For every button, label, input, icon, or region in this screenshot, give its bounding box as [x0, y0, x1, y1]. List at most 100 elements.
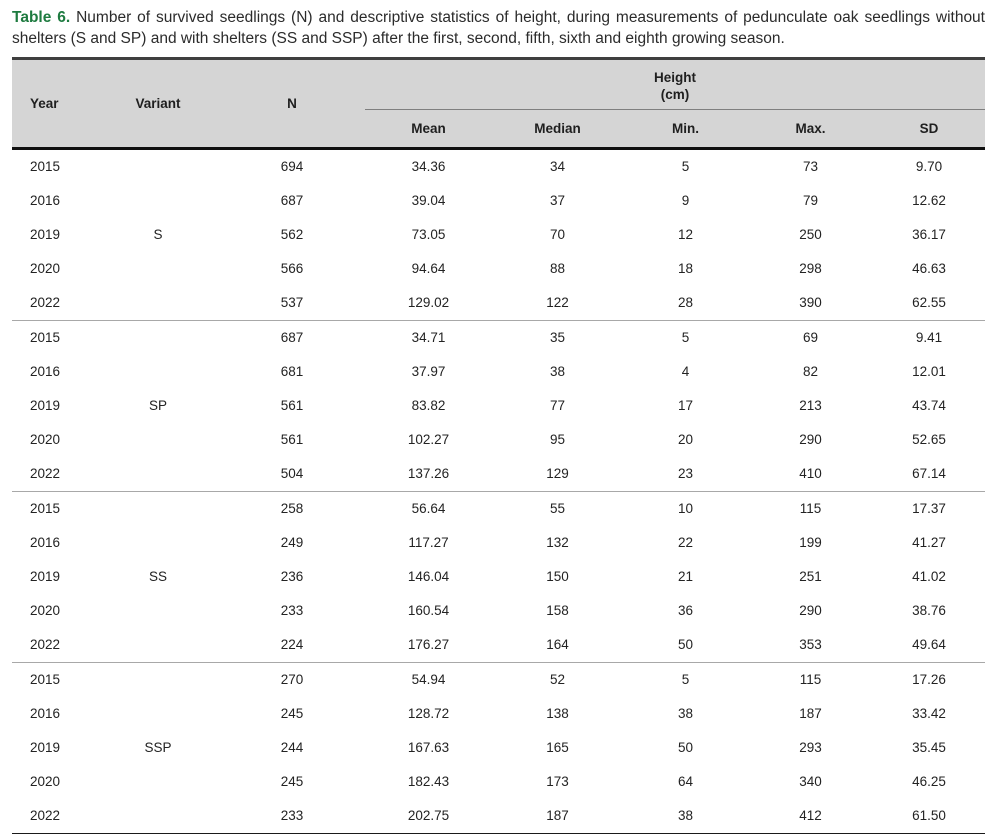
median-cell: 164 [546, 637, 569, 653]
median-cell: 55 [549, 501, 566, 517]
n-cell: 249 [280, 535, 304, 551]
max-cell: 213 [799, 398, 822, 414]
max-cell: 115 [799, 672, 822, 688]
year-cell: 2020 [30, 774, 61, 790]
min-cell: 9 [681, 193, 690, 209]
median-cell: 77 [549, 398, 566, 414]
height-group-label: Height [654, 70, 697, 86]
min-cell: 50 [677, 740, 694, 756]
table-header: Year Variant N Height (cm) Mean Median M… [12, 58, 986, 149]
year-cell: 2019 [30, 740, 61, 756]
max-cell: 79 [802, 193, 819, 209]
stats-table: Year Variant N Height (cm) Mean Median M… [12, 56, 986, 834]
table-row: 2016 681 37.97 38 4 82 12.01 [12, 355, 985, 389]
sd-cell: 41.27 [912, 535, 946, 551]
n-cell: 245 [280, 774, 304, 790]
n-cell: 244 [280, 740, 304, 756]
column-header-mean: Mean [411, 120, 446, 136]
mean-cell: 160.54 [407, 603, 450, 619]
n-cell: 224 [280, 637, 304, 653]
n-cell: 258 [280, 501, 304, 517]
sd-cell: 62.55 [912, 295, 946, 311]
median-cell: 122 [546, 295, 569, 311]
n-cell: 561 [280, 398, 304, 414]
n-cell: 681 [280, 364, 304, 380]
table-row: 2015 SP 687 34.71 35 5 69 9.41 [12, 320, 985, 413]
min-cell: 20 [677, 432, 694, 448]
max-cell: 290 [799, 603, 822, 619]
sd-cell: 35.45 [912, 740, 946, 756]
column-header-variant: Variant [135, 95, 181, 111]
n-cell: 245 [280, 706, 304, 722]
sd-cell: 17.37 [912, 501, 946, 517]
year-cell: 2016 [30, 364, 61, 380]
min-cell: 17 [677, 398, 694, 414]
max-cell: 298 [799, 261, 822, 277]
median-cell: 52 [549, 672, 566, 688]
table-row: 2020 245 182.43 173 64 340 46.25 [12, 765, 985, 799]
table-row: 2016 249 117.27 132 22 199 41.27 [12, 526, 985, 560]
median-cell: 158 [546, 603, 569, 619]
year-cell: 2016 [30, 193, 61, 209]
sd-cell: 9.41 [915, 330, 943, 346]
min-cell: 5 [681, 672, 690, 688]
min-cell: 10 [677, 501, 694, 517]
table-row: 2022 233 202.75 187 38 412 61.50 [12, 799, 985, 834]
max-cell: 290 [799, 432, 822, 448]
sd-cell: 49.64 [912, 637, 946, 653]
year-cell: 2020 [30, 603, 61, 619]
max-cell: 412 [799, 808, 822, 824]
table-row: 2020 561 102.27 95 20 290 52.65 [12, 423, 985, 457]
n-cell: 233 [280, 808, 304, 824]
median-cell: 173 [546, 774, 569, 790]
year-cell: 2019 [30, 227, 61, 243]
median-cell: 35 [549, 330, 566, 346]
year-cell: 2016 [30, 706, 61, 722]
min-cell: 28 [677, 295, 694, 311]
n-cell: 687 [280, 193, 304, 209]
column-header-sd: SD [919, 120, 939, 136]
min-cell: 22 [677, 535, 694, 551]
header-row-sub: Mean Median Min. Max. SD [12, 109, 985, 148]
median-cell: 37 [549, 193, 566, 209]
year-cell: 2022 [30, 637, 61, 653]
n-cell: 561 [280, 432, 304, 448]
n-cell: 687 [280, 330, 304, 346]
sd-cell: 9.70 [915, 159, 943, 175]
median-cell: 70 [549, 227, 566, 243]
table-caption-label: Table 6. [12, 9, 71, 26]
sd-cell: 33.42 [912, 706, 946, 722]
variant-cell: SSP [144, 740, 172, 756]
min-cell: 12 [677, 227, 694, 243]
min-cell: 38 [677, 808, 694, 824]
max-cell: 82 [802, 364, 819, 380]
median-cell: 129 [546, 466, 569, 482]
table-row: 2022 537 129.02 122 28 390 62.55 [12, 286, 985, 321]
mean-cell: 39.04 [411, 193, 446, 209]
sd-cell: 67.14 [912, 466, 946, 482]
sd-cell: 12.01 [912, 364, 946, 380]
mean-cell: 56.64 [411, 501, 446, 517]
max-cell: 250 [799, 227, 822, 243]
table-row: 2019 236 146.04 150 21 251 41.02 [12, 560, 985, 594]
sd-cell: 61.50 [912, 808, 946, 824]
mean-cell: 83.82 [411, 398, 446, 414]
max-cell: 353 [799, 637, 822, 653]
n-cell: 270 [280, 672, 304, 688]
variant-group-SS: 2015 SS 258 56.64 55 10 115 17.37 2016 249 117.27 1… [12, 491, 986, 662]
year-cell: 2020 [30, 432, 61, 448]
year-cell: 2016 [30, 535, 61, 551]
variant-cell: SS [148, 569, 167, 585]
sd-cell: 46.63 [912, 261, 946, 277]
sd-cell: 46.25 [912, 774, 946, 790]
column-header-n: N [287, 95, 297, 111]
mean-cell: 182.43 [407, 774, 450, 790]
year-cell: 2015 [30, 501, 61, 517]
sd-cell: 38.76 [912, 603, 946, 619]
mean-cell: 117.27 [408, 535, 449, 551]
max-cell: 340 [799, 774, 822, 790]
column-header-max: Max. [795, 120, 826, 136]
table-row: 2016 687 39.04 37 9 79 12.62 [12, 184, 985, 218]
median-cell: 95 [549, 432, 566, 448]
column-group-height: Height (cm) [365, 58, 986, 110]
